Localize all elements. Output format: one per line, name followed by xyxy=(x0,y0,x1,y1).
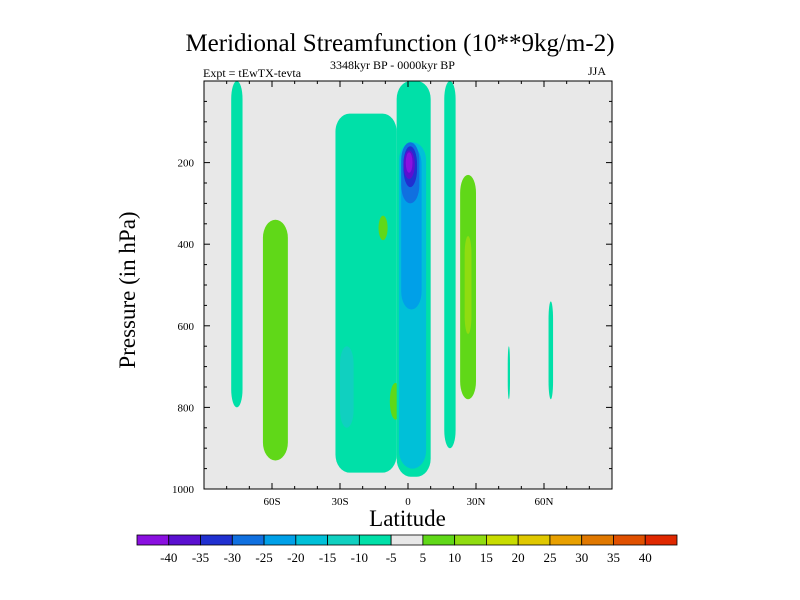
colorbar-box xyxy=(644,534,678,546)
colorbar-box xyxy=(422,534,456,546)
colorbar-box xyxy=(517,534,551,546)
colorbar-label: 35 xyxy=(607,550,620,565)
season-label: JJA xyxy=(588,64,607,78)
colorbar-label: -35 xyxy=(192,550,209,565)
contour-region-sliver-45n xyxy=(507,346,510,400)
colorbar-box xyxy=(295,534,328,546)
colorbar-label: -5 xyxy=(386,550,397,565)
colorbar-box xyxy=(454,534,487,546)
colorbar-label: -10 xyxy=(351,550,368,565)
y-tick-label: 800 xyxy=(178,402,195,414)
contour-region-band-20s-blue xyxy=(340,346,354,428)
contour-region-sliver-63n xyxy=(548,301,554,400)
colorbar-box xyxy=(200,534,233,546)
y-tick-label: 400 xyxy=(178,239,195,251)
colorbar-box xyxy=(390,534,424,546)
colorbar-label: 40 xyxy=(639,550,652,565)
contour-regions xyxy=(231,81,554,477)
contour-region-band-18n xyxy=(444,81,456,449)
contour-region-blob-12s xyxy=(378,215,388,241)
axes: 200 400 600 800 1000 60S 30S 0 30N 60N xyxy=(172,81,612,508)
colorbar: -40 -35 -30 -25 -20 -15 -10 -5 5 10 15 20 25 30 35 40 xyxy=(136,534,678,565)
colorbar-label: 15 xyxy=(480,550,493,565)
colorbar-box xyxy=(168,534,201,546)
x-tick-label: 30N xyxy=(467,496,486,508)
y-tick-label: 200 xyxy=(178,158,195,170)
colorbar-box xyxy=(486,534,519,546)
colorbar-label: 25 xyxy=(543,550,556,565)
contour-region-band-55s xyxy=(262,219,288,461)
colorbar-box xyxy=(327,534,360,546)
x-tick-label: 0 xyxy=(405,496,411,508)
colorbar-label: -25 xyxy=(255,550,272,565)
colorbar-label: 20 xyxy=(512,550,525,565)
colorbar-box xyxy=(231,534,265,546)
x-tick-label: 60N xyxy=(535,496,554,508)
colorbar-box xyxy=(263,534,297,546)
x-tick-label: 60S xyxy=(263,496,280,508)
y-tick-label: 1000 xyxy=(172,484,195,496)
colorbar-box xyxy=(613,534,646,546)
contour-region-band-70s xyxy=(231,81,243,408)
colorbar-box xyxy=(136,534,170,546)
colorbar-label: -30 xyxy=(224,550,241,565)
chart-title: Meridional Streamfunction (10**9kg/m-2) xyxy=(185,30,615,57)
experiment-label: Expt = tEwTX-tevta xyxy=(203,66,302,80)
colorbar-label: -40 xyxy=(160,550,177,565)
colorbar-box xyxy=(549,534,583,546)
colorbar-label: 30 xyxy=(575,550,588,565)
colorbar-box xyxy=(581,534,614,546)
colorbar-box xyxy=(358,534,392,546)
x-axis-label: Latitude xyxy=(369,506,446,531)
x-tick-label: 30S xyxy=(331,496,348,508)
y-tick-label: 600 xyxy=(178,321,195,333)
contour-region-equator-core4 xyxy=(405,152,413,173)
period-label: 3348kyr BP - 0000kyr BP xyxy=(330,58,455,72)
colorbar-label: 10 xyxy=(448,550,461,565)
colorbar-label: -20 xyxy=(287,550,304,565)
colorbar-label: 5 xyxy=(420,550,427,565)
contour-region-band-28n-inner xyxy=(464,236,472,334)
colorbar-label: -15 xyxy=(319,550,336,565)
